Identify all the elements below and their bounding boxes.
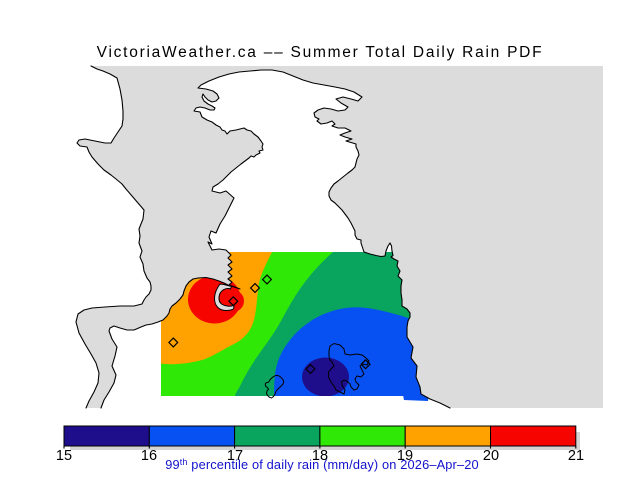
svg-text:18: 18 <box>312 448 328 464</box>
svg-text:16: 16 <box>141 448 157 464</box>
svg-text:VictoriaWeather.ca –– Summer T: VictoriaWeather.ca –– Summer Total Daily… <box>97 44 544 61</box>
svg-text:20: 20 <box>483 448 499 464</box>
svg-text:21: 21 <box>568 448 584 464</box>
svg-text:15: 15 <box>56 448 72 464</box>
svg-text:17: 17 <box>227 448 243 464</box>
svg-text:19: 19 <box>397 448 413 464</box>
svg-text:99th percentile of daily rain: 99th percentile of daily rain (mm/day) o… <box>165 457 479 472</box>
